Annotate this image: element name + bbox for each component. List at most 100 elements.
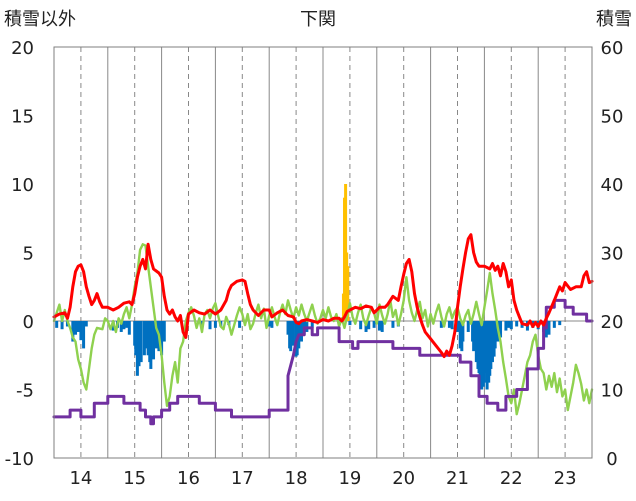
blue-bar <box>380 321 384 332</box>
blue-bar <box>119 321 123 332</box>
blue-bar <box>456 321 459 332</box>
blue-bar <box>507 321 511 328</box>
green-series-line <box>52 243 594 416</box>
blue-bar <box>84 321 88 327</box>
red-series-line <box>52 233 594 359</box>
x-tick-label: 16 <box>177 468 200 489</box>
blue-bar <box>372 321 376 328</box>
plot-frame <box>53 46 593 459</box>
blue-bar <box>490 321 494 363</box>
bar-series-group <box>55 184 562 390</box>
blue-bar <box>472 321 476 352</box>
left-tick-label: 0 <box>23 312 34 333</box>
blue-bar <box>60 321 64 330</box>
blue-bar <box>377 321 381 331</box>
blue-bar <box>367 321 371 330</box>
blue-bar <box>127 321 131 335</box>
blue-bar <box>310 321 314 328</box>
right-tick-label: 10 <box>601 381 624 402</box>
right-tick-label: 60 <box>601 38 624 59</box>
blue-bar <box>466 321 470 332</box>
left-tick-label: -10 <box>5 449 34 470</box>
blue-bar <box>504 321 508 331</box>
blue-bar <box>450 321 454 330</box>
blue-bar <box>474 321 478 363</box>
axis-labels: -10 -5 0 5 10 15 20 0 10 20 30 40 50 60 14 15 16 17 18 19 20… <box>5 38 624 489</box>
blue-bar <box>483 321 487 374</box>
x-tick-label: 17 <box>231 468 254 489</box>
blue-bar <box>134 321 138 356</box>
blue-bar <box>558 321 562 326</box>
blue-bar <box>364 321 368 332</box>
left-tick-label: 10 <box>11 175 34 196</box>
blue-bar <box>458 321 462 349</box>
blue-bar <box>79 321 83 341</box>
blue-bar <box>122 321 126 330</box>
orange-bar <box>346 266 350 321</box>
blue-bar <box>509 321 513 330</box>
blue-bar <box>391 321 395 328</box>
blue-bar <box>489 321 493 369</box>
blue-bar <box>154 321 158 349</box>
blue-bar <box>478 321 482 387</box>
blue-bar <box>125 321 129 328</box>
left-tick-label: 20 <box>11 38 34 59</box>
blue-bar <box>515 321 519 327</box>
right-tick-label: 30 <box>601 244 624 265</box>
x-tick-label: 15 <box>123 468 146 489</box>
blue-bar <box>145 321 149 349</box>
blue-bar <box>139 321 143 363</box>
blue-bar <box>286 321 290 335</box>
blue-bar <box>348 321 352 326</box>
line-series-group <box>52 233 594 426</box>
right-tick-label: 20 <box>601 312 624 333</box>
purple-series-line <box>52 298 594 426</box>
right-tick-label: 0 <box>606 449 617 470</box>
blue-bar <box>160 321 164 356</box>
blue-bar <box>149 321 153 369</box>
blue-bar <box>238 321 242 328</box>
x-tick-label: 21 <box>446 468 469 489</box>
blue-bar <box>493 321 497 349</box>
blue-bar <box>213 321 217 328</box>
blue-bar <box>162 321 166 342</box>
blue-bar <box>480 321 484 390</box>
blue-bar <box>359 321 363 330</box>
blue-bar <box>135 321 139 376</box>
left-axis-label: 積雪以外 <box>4 9 76 30</box>
blue-bar <box>439 321 443 328</box>
x-tick-label: 23 <box>554 468 577 489</box>
blue-bar <box>82 321 86 349</box>
blue-bar <box>137 321 141 367</box>
right-axis-label: 積雪 <box>596 9 632 30</box>
x-tick-label: 20 <box>392 468 415 489</box>
blue-bar <box>152 321 156 360</box>
blue-bar <box>485 321 489 390</box>
x-tick-label: 19 <box>338 468 361 489</box>
left-tick-label: 5 <box>23 244 34 265</box>
blue-bar <box>289 321 293 352</box>
chart-title: 下関 <box>300 9 336 30</box>
x-tick-label: 14 <box>69 468 92 489</box>
blue-bar <box>55 321 59 328</box>
blue-bar <box>461 321 465 342</box>
left-tick-label: 15 <box>11 107 34 128</box>
right-tick-label: 40 <box>601 175 624 196</box>
blue-bar <box>299 321 303 342</box>
blue-bar <box>499 321 503 338</box>
blue-bar <box>270 321 274 328</box>
left-tick-label: -5 <box>16 381 34 402</box>
blue-bar <box>267 321 271 327</box>
blue-bar <box>76 321 80 332</box>
blue-bar <box>547 321 551 335</box>
blue-bar <box>74 321 78 335</box>
blue-bar <box>71 321 75 342</box>
x-tick-label: 18 <box>285 468 308 489</box>
blue-bar <box>146 321 150 356</box>
right-tick-label: 50 <box>601 107 624 128</box>
blue-bar <box>552 321 556 328</box>
blue-bar <box>447 321 451 328</box>
blue-bar <box>291 321 295 346</box>
x-tick-label: 22 <box>500 468 523 489</box>
